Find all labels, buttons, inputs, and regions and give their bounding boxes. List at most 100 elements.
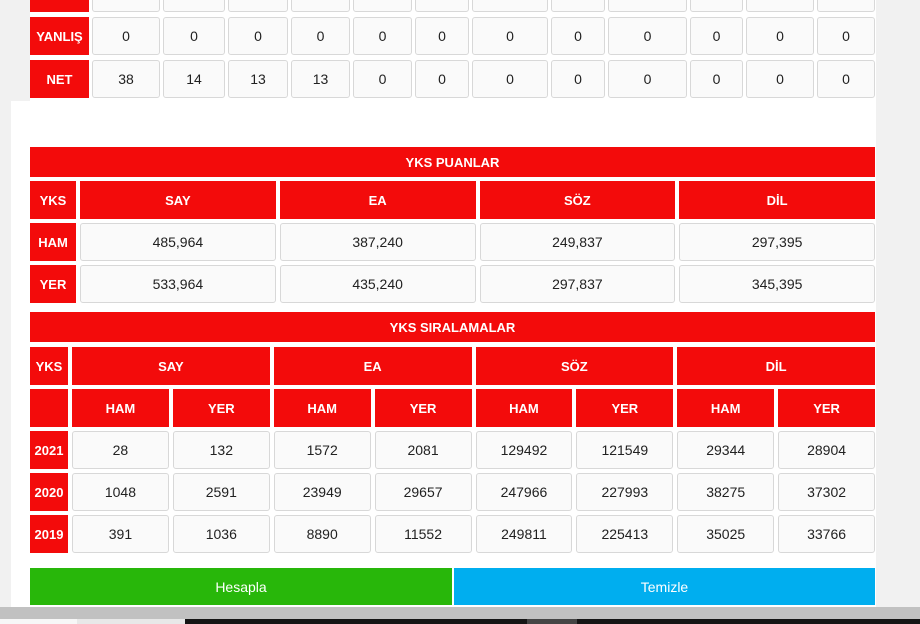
wrong-count-input[interactable]: 0 [746,17,814,55]
wrong-count-input[interactable]: 0 [551,17,605,55]
puanlar-col-dil: DİL [679,181,875,219]
siralamalar-subheader-cell: HAM [677,389,775,427]
ranking-value-cell: 28 [72,431,169,469]
ranking-value-cell: 249811 [475,515,573,553]
answer-count-input[interactable] [608,0,687,12]
row-label-yer: YER [30,265,76,303]
net-value-cell: 0 [608,60,687,98]
calculate-button[interactable]: Hesapla [30,568,452,605]
net-value-cell: 0 [690,60,743,98]
net-value-cell: 14 [163,60,225,98]
answer-count-input[interactable] [690,0,743,12]
wrong-count-input[interactable]: 0 [291,17,350,55]
wrong-count-input[interactable]: 0 [608,17,687,55]
net-value-cell: 0 [746,60,814,98]
puanlar-corner-label: YKS [30,181,76,219]
wrong-count-input[interactable]: 0 [353,17,412,55]
puanlar-col-ea: EA [279,181,476,219]
siralamalar-banner: YKS SIRALAMALAR [30,312,875,342]
net-table-row-net: NET 38 14 13 13 0 0 0 0 0 0 0 0 [30,60,875,98]
net-value-cell: 0 [817,60,875,98]
net-value-cell: 0 [472,60,548,98]
net-value-cell: 13 [291,60,350,98]
siralamalar-subheader-cell: YER [778,389,875,427]
siralamalar-col-say: SAY [72,347,270,385]
puanlar-header-row: YKS SAY EA SÖZ DİL [30,181,875,219]
answer-count-input[interactable] [353,0,412,12]
bottom-strip-gray-segment [77,619,185,624]
ranking-value-cell: 23949 [273,473,371,511]
wrong-count-input[interactable]: 0 [472,17,548,55]
ranking-value-cell: 11552 [374,515,472,553]
siralamalar-row-2020: 2020 1048 2591 23949 29657 247966 227993 38275… [30,473,875,511]
ranking-value-cell: 121549 [576,431,674,469]
score-value-cell: 387,240 [279,223,476,261]
siralamalar-col-ea: EA [273,347,472,385]
score-value-cell: 249,837 [479,223,676,261]
score-value-cell: 435,240 [279,265,476,303]
puanlar-col-soz: SÖZ [479,181,676,219]
horizontal-scrollbar[interactable] [0,607,920,619]
siralamalar-subheader-cell: YER [374,389,472,427]
ranking-value-cell: 2081 [374,431,472,469]
ranking-value-cell: 33766 [778,515,875,553]
score-value-cell: 533,964 [80,265,276,303]
bottom-strip-light-segment [0,619,77,624]
score-value-cell: 345,395 [679,265,875,303]
action-buttons: Hesapla Temizle [30,568,875,605]
ranking-value-cell: 225413 [576,515,674,553]
ranking-value-cell: 227993 [576,473,674,511]
answer-count-input[interactable] [228,0,288,12]
ranking-value-cell: 2591 [172,473,270,511]
answer-count-input[interactable] [551,0,605,12]
puanlar-col-say: SAY [80,181,276,219]
wrong-count-input[interactable]: 0 [228,17,288,55]
wrong-count-input[interactable]: 0 [415,17,469,55]
answer-count-input[interactable] [817,0,875,12]
puanlar-row-ham: HAM 485,964 387,240 249,837 297,395 [30,223,875,261]
row-label-2021: 2021 [30,431,68,469]
net-value-cell: 0 [353,60,412,98]
score-value-cell: 297,837 [479,265,676,303]
ranking-value-cell: 1048 [72,473,169,511]
clear-button[interactable]: Temizle [454,568,875,605]
siralamalar-subheader-cell: YER [576,389,674,427]
siralamalar-subheader-row: HAM YER HAM YER HAM YER HAM YER [30,389,875,427]
net-value-cell: 13 [228,60,288,98]
net-value-cell: 0 [415,60,469,98]
siralamalar-subheader-cell: HAM [72,389,169,427]
answer-count-input[interactable] [92,0,160,12]
siralamalar-row-2021: 2021 28 132 1572 2081 129492 121549 29344 28904 [30,431,875,469]
siralamalar-subheader-cell: HAM [273,389,371,427]
answer-count-input[interactable] [415,0,469,12]
bottom-strip-dark-thumb [527,619,577,624]
wrong-count-input[interactable]: 0 [690,17,743,55]
ranking-value-cell: 8890 [273,515,371,553]
wrong-count-input[interactable]: 0 [163,17,225,55]
score-value-cell: 485,964 [80,223,276,261]
row-label-2019: 2019 [30,515,68,553]
net-value-cell: 38 [92,60,160,98]
ranking-value-cell: 37302 [778,473,875,511]
siralamalar-col-soz: SÖZ [475,347,674,385]
ranking-value-cell: 38275 [677,473,775,511]
row-label-ham: HAM [30,223,76,261]
net-table-partial-row-label [30,0,89,12]
net-value-cell: 0 [551,60,605,98]
siralamalar-subheader-cell: HAM [475,389,573,427]
wrong-count-input[interactable]: 0 [817,17,875,55]
ranking-value-cell: 1572 [273,431,371,469]
ranking-value-cell: 247966 [475,473,573,511]
siralamalar-subheader-corner [30,389,68,427]
row-label-yanlis: YANLIŞ [30,17,89,55]
row-label-net: NET [30,60,89,98]
answer-count-input[interactable] [291,0,350,12]
answer-count-input[interactable] [746,0,814,12]
answer-count-input[interactable] [163,0,225,12]
siralamalar-corner-label: YKS [30,347,68,385]
wrong-count-input[interactable]: 0 [92,17,160,55]
answer-count-input[interactable] [472,0,548,12]
